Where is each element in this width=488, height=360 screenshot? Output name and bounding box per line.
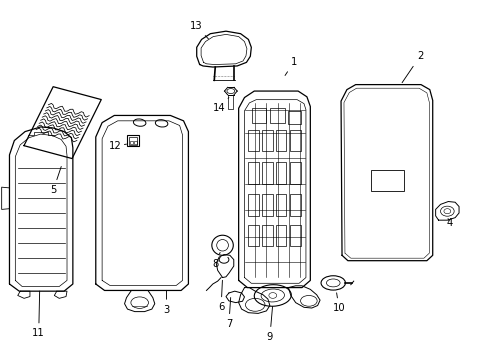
- Bar: [262, 194, 272, 216]
- Bar: [262, 225, 272, 246]
- Text: 5: 5: [50, 166, 61, 195]
- Bar: [270, 108, 285, 123]
- Bar: [129, 137, 137, 145]
- Text: 14: 14: [212, 98, 228, 113]
- Text: 13: 13: [189, 21, 208, 39]
- Text: 7: 7: [225, 297, 232, 329]
- Text: 11: 11: [32, 291, 45, 338]
- Bar: [248, 225, 259, 246]
- Bar: [275, 225, 286, 246]
- Bar: [289, 225, 300, 246]
- Bar: [130, 141, 133, 144]
- Text: 12: 12: [109, 141, 126, 151]
- Bar: [248, 162, 259, 184]
- Bar: [127, 135, 139, 146]
- Bar: [248, 194, 259, 216]
- Text: 3: 3: [163, 291, 169, 315]
- Bar: [262, 130, 272, 151]
- Bar: [262, 162, 272, 184]
- Bar: [275, 162, 286, 184]
- Text: 4: 4: [445, 218, 451, 228]
- Bar: [289, 194, 300, 216]
- Bar: [275, 194, 286, 216]
- Text: 9: 9: [266, 306, 272, 342]
- Bar: [289, 130, 300, 151]
- Bar: [370, 170, 404, 192]
- Bar: [275, 130, 286, 151]
- Text: 8: 8: [212, 252, 220, 269]
- Text: 2: 2: [401, 51, 422, 83]
- Bar: [248, 130, 259, 151]
- Text: 10: 10: [332, 293, 345, 314]
- Bar: [289, 162, 300, 184]
- Text: 6: 6: [218, 280, 224, 312]
- Bar: [251, 108, 266, 123]
- Bar: [134, 141, 137, 144]
- Text: 1: 1: [285, 57, 297, 76]
- Bar: [288, 111, 301, 125]
